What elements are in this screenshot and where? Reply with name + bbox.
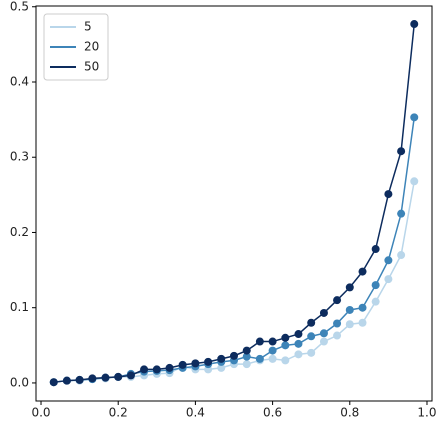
- y-tick-label: 0.4: [10, 74, 29, 88]
- point: [75, 375, 84, 384]
- point: [126, 371, 135, 380]
- point: [217, 354, 226, 363]
- point: [333, 296, 342, 305]
- point: [358, 318, 367, 327]
- point: [230, 351, 238, 360]
- point: [268, 346, 277, 355]
- point: [333, 319, 342, 328]
- legend-label: 50: [84, 60, 99, 74]
- point: [358, 303, 367, 312]
- point: [397, 251, 406, 260]
- point: [242, 346, 251, 355]
- legend-label: 5: [84, 20, 92, 34]
- point: [345, 305, 354, 314]
- x-tick-label: 0.2: [109, 406, 128, 420]
- series-line: [53, 117, 415, 383]
- point: [397, 147, 406, 156]
- point: [371, 245, 380, 254]
- point: [294, 330, 303, 339]
- point: [268, 354, 277, 363]
- point: [307, 318, 316, 327]
- point: [165, 363, 174, 372]
- point: [140, 365, 149, 374]
- x-tick-label: 0.6: [263, 406, 282, 420]
- plot-frame: [35, 5, 433, 402]
- point: [88, 374, 97, 383]
- point: [397, 209, 406, 218]
- point: [242, 360, 251, 369]
- point: [281, 356, 290, 365]
- point: [294, 339, 303, 348]
- point: [410, 20, 419, 29]
- point: [345, 283, 354, 292]
- point: [319, 308, 328, 317]
- point: [255, 337, 264, 346]
- y-tick-label: 0.0: [10, 375, 29, 389]
- point: [410, 113, 419, 122]
- point: [384, 275, 393, 284]
- y-tick-label: 0.1: [10, 300, 29, 314]
- x-tick-label: 0.4: [186, 406, 205, 420]
- point: [384, 190, 393, 199]
- point: [371, 297, 380, 306]
- x-tick-label: 1.0: [417, 406, 436, 420]
- point: [281, 341, 290, 350]
- point: [114, 372, 123, 381]
- x-tick-label: 0.8: [340, 406, 359, 420]
- point: [345, 320, 354, 329]
- y-tick-label: 0.5: [10, 0, 29, 13]
- point: [319, 337, 328, 346]
- point: [62, 376, 71, 385]
- point: [410, 177, 419, 186]
- point: [268, 337, 277, 346]
- point: [204, 357, 213, 366]
- x-tick-label: 0.0: [31, 406, 50, 420]
- point: [255, 354, 264, 363]
- point: [152, 365, 161, 374]
- point: [358, 267, 367, 276]
- y-tick-label: 0.2: [10, 225, 29, 239]
- legend-label: 20: [84, 40, 99, 54]
- point: [49, 378, 58, 387]
- point: [178, 360, 187, 369]
- point: [191, 359, 200, 368]
- point: [307, 332, 316, 341]
- y-tick-label: 0.3: [10, 150, 29, 164]
- point: [294, 350, 303, 359]
- point: [217, 363, 226, 372]
- point: [319, 329, 328, 338]
- point: [333, 331, 342, 340]
- point: [242, 352, 251, 361]
- point: [281, 333, 290, 342]
- point: [384, 256, 393, 265]
- point: [101, 373, 110, 382]
- point: [371, 281, 380, 290]
- point: [307, 348, 316, 357]
